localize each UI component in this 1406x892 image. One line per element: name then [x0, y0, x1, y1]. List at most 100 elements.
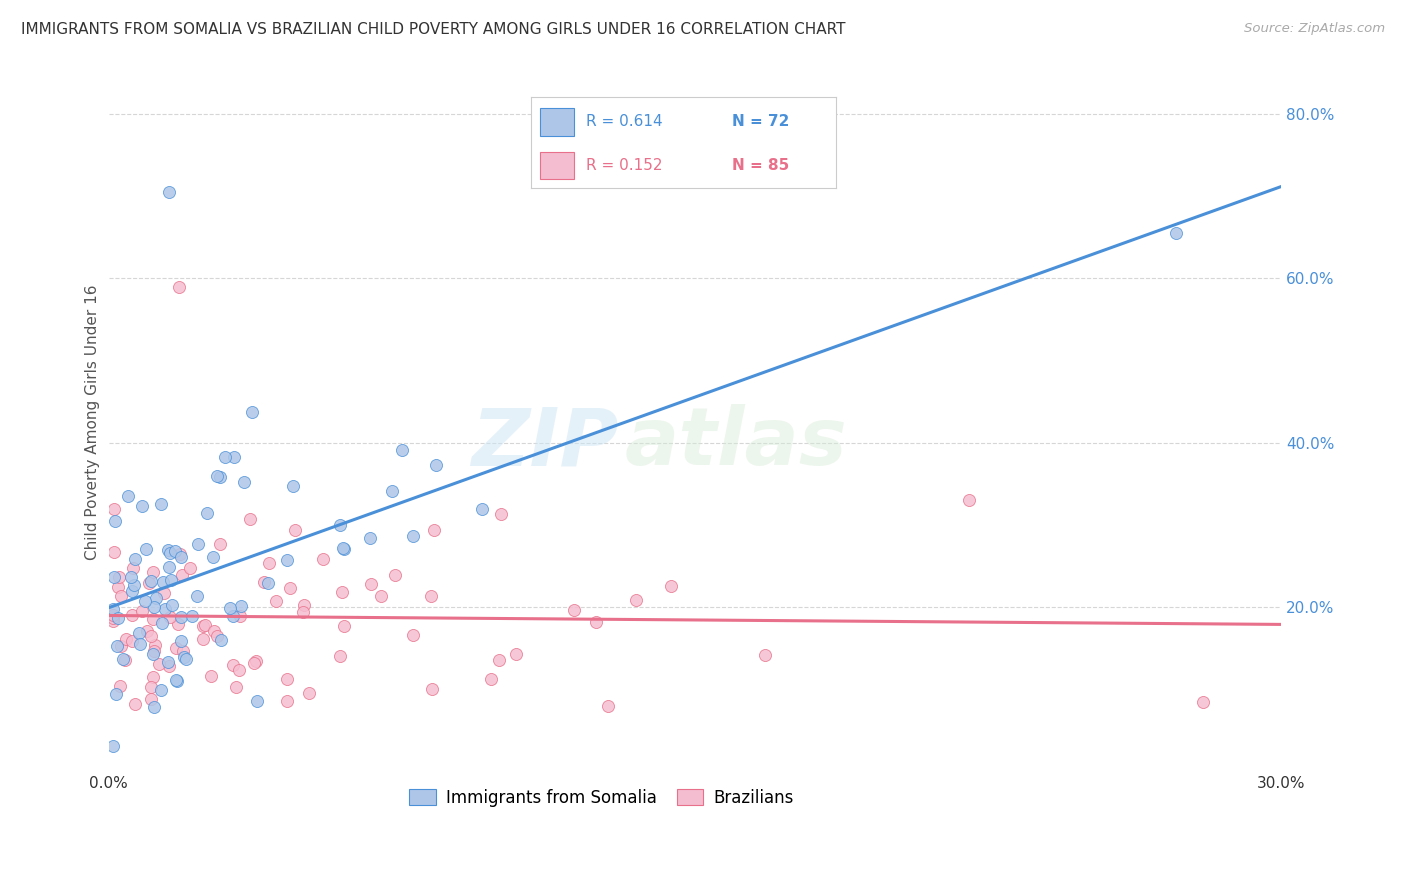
Point — [114, 653, 136, 667]
Point — [170, 634, 193, 648]
Point — [596, 698, 619, 713]
Point — [167, 617, 190, 632]
Point — [107, 580, 129, 594]
Point — [153, 602, 176, 616]
Point — [228, 664, 250, 678]
Point — [101, 611, 124, 625]
Point — [218, 600, 240, 615]
Point — [332, 542, 354, 557]
Point — [107, 611, 129, 625]
Point — [121, 608, 143, 623]
Point — [163, 544, 186, 558]
Point — [157, 185, 180, 199]
Point — [205, 468, 228, 483]
Point — [224, 450, 246, 465]
Point — [1192, 694, 1215, 708]
Point — [128, 626, 150, 640]
Point — [103, 545, 125, 559]
Point — [173, 650, 195, 665]
Point — [124, 552, 146, 566]
Point — [489, 507, 512, 521]
Point — [150, 682, 173, 697]
Point — [110, 589, 132, 603]
Point — [105, 640, 128, 654]
Point — [165, 641, 187, 656]
Point — [562, 603, 585, 617]
Point — [157, 658, 180, 673]
Point — [384, 568, 406, 582]
Point — [264, 593, 287, 607]
Point — [149, 497, 172, 511]
Y-axis label: Child Poverty Among Girls Under 16: Child Poverty Among Girls Under 16 — [86, 285, 100, 560]
Point — [122, 560, 145, 574]
Point — [143, 700, 166, 714]
Point — [186, 589, 208, 603]
Point — [370, 589, 392, 603]
Text: IMMIGRANTS FROM SOMALIA VS BRAZILIAN CHILD POVERTY AMONG GIRLS UNDER 16 CORRELAT: IMMIGRANTS FROM SOMALIA VS BRAZILIAN CHI… — [21, 22, 845, 37]
Point — [391, 443, 413, 458]
Point — [105, 687, 128, 701]
Point — [205, 629, 228, 643]
Point — [208, 470, 231, 484]
Point — [229, 599, 252, 613]
Point — [193, 632, 215, 646]
Point — [152, 616, 174, 631]
Point — [121, 584, 143, 599]
Point — [176, 651, 198, 665]
Point — [284, 523, 307, 537]
Point — [143, 639, 166, 653]
Point — [425, 458, 447, 473]
Point — [104, 514, 127, 528]
Point — [222, 657, 245, 672]
Point — [422, 523, 444, 537]
Point — [142, 647, 165, 661]
Point — [200, 669, 222, 683]
Point — [135, 541, 157, 556]
Point — [298, 686, 321, 700]
Text: atlas: atlas — [624, 404, 848, 483]
Point — [170, 568, 193, 582]
Point — [222, 609, 245, 624]
Point — [471, 502, 494, 516]
Point — [240, 404, 263, 418]
Point — [141, 680, 163, 694]
Point — [957, 493, 980, 508]
Point — [229, 608, 252, 623]
Point — [108, 679, 131, 693]
Point — [134, 593, 156, 607]
Point — [103, 570, 125, 584]
Point — [243, 656, 266, 670]
Point — [167, 279, 190, 293]
Point — [141, 574, 163, 589]
Point — [131, 604, 153, 618]
Point — [225, 681, 247, 695]
Point — [152, 574, 174, 589]
Point — [281, 479, 304, 493]
Point — [115, 632, 138, 646]
Point — [142, 565, 165, 579]
Point — [141, 692, 163, 706]
Point — [170, 610, 193, 624]
Point — [101, 739, 124, 754]
Point — [153, 586, 176, 600]
Point — [129, 638, 152, 652]
Point — [108, 569, 131, 583]
Point — [329, 517, 352, 532]
Point — [187, 537, 209, 551]
Point — [479, 672, 502, 686]
Point — [422, 682, 444, 697]
Point — [124, 578, 146, 592]
Point — [209, 536, 232, 550]
Point — [156, 655, 179, 669]
Point — [659, 579, 682, 593]
Point — [239, 512, 262, 526]
Point — [245, 654, 267, 668]
Text: Source: ZipAtlas.com: Source: ZipAtlas.com — [1244, 22, 1385, 36]
Point — [332, 541, 354, 556]
Point — [312, 552, 335, 566]
Point — [159, 609, 181, 624]
Point — [402, 628, 425, 642]
Text: ZIP: ZIP — [471, 404, 619, 483]
Point — [214, 450, 236, 465]
Point — [292, 605, 315, 619]
